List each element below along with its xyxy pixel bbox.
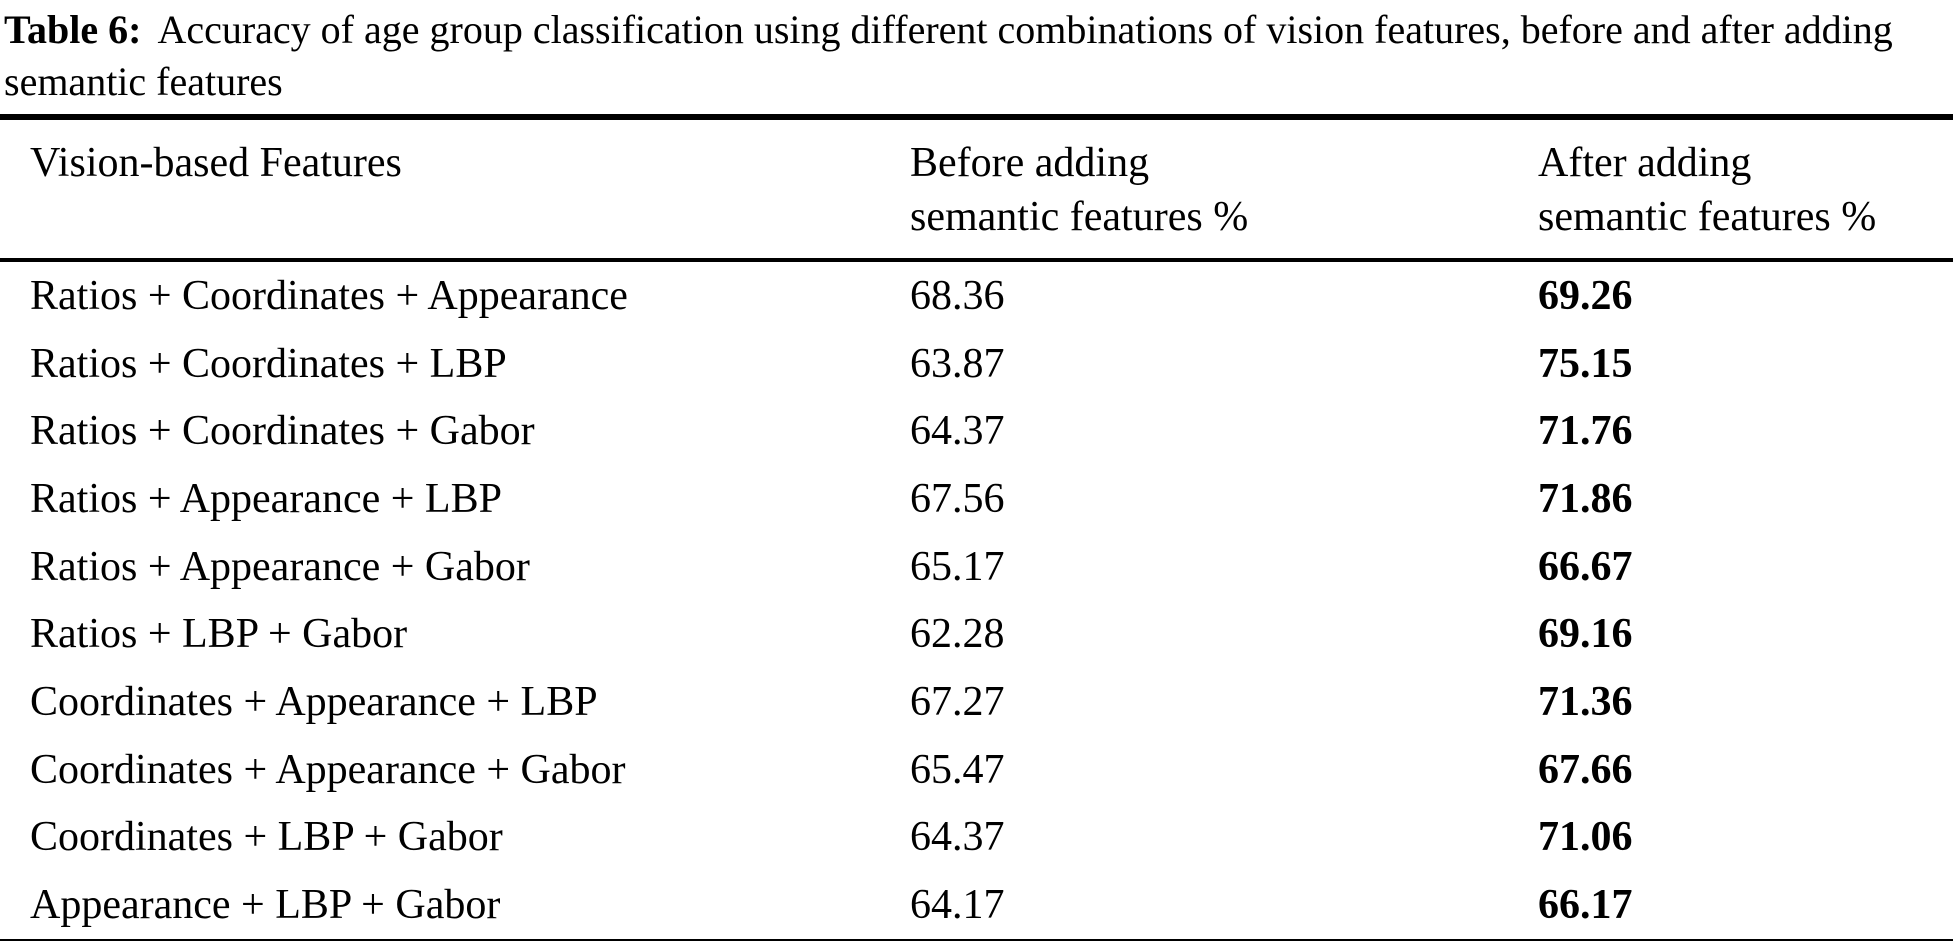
table-row: Ratios + LBP + Gabor 62.28 69.16: [0, 600, 1953, 668]
cell-before: 64.37: [910, 408, 1005, 455]
cell-before: 64.37: [910, 814, 1005, 861]
cell-features: Coordinates + Appearance + LBP: [30, 678, 598, 725]
table-row: Coordinates + Appearance + Gabor 65.47 6…: [0, 736, 1953, 804]
table-header: Vision-based Features Before adding sema…: [0, 117, 1953, 260]
cell-after: 69.16: [1538, 611, 1633, 658]
table-row: Coordinates + LBP + Gabor 64.37 71.06: [0, 804, 1953, 872]
table-row: Ratios + Coordinates + LBP 63.87 75.15: [0, 330, 1953, 398]
cell-before: 67.56: [910, 475, 1005, 522]
table-row: Ratios + Appearance + Gabor 65.17 66.67: [0, 533, 1953, 601]
col-header-after: After adding semantic features %: [1538, 117, 1953, 260]
cell-before: 65.47: [910, 746, 1005, 793]
col-header-before-line2: semantic features %: [910, 194, 1249, 240]
table-row: Ratios + Coordinates + Appearance 68.36 …: [0, 260, 1953, 330]
table-caption-text: Accuracy of age group classification usi…: [4, 7, 1893, 104]
col-header-after-line2: semantic features %: [1538, 194, 1877, 240]
cell-features: Ratios + Appearance + LBP: [30, 475, 502, 522]
cell-features: Ratios + Coordinates + Appearance: [30, 272, 628, 319]
cell-before: 68.36: [910, 272, 1005, 319]
cell-after: 71.36: [1538, 678, 1633, 725]
cell-features: Ratios + Coordinates + Gabor: [30, 408, 535, 455]
cell-features: Ratios + Coordinates + LBP: [30, 340, 507, 387]
table-row: Ratios + Coordinates + Gabor 64.37 71.76: [0, 397, 1953, 465]
table-row: Coordinates + Appearance + LBP 67.27 71.…: [0, 668, 1953, 736]
cell-features: Appearance + LBP + Gabor: [30, 882, 501, 929]
cell-features: Coordinates + LBP + Gabor: [30, 814, 503, 861]
cell-features: Coordinates + Appearance + Gabor: [30, 746, 626, 793]
cell-after: 71.86: [1538, 475, 1633, 522]
col-header-before-line1: Before adding: [910, 140, 1150, 186]
cell-after: 66.17: [1538, 882, 1633, 929]
table-row: Appearance + LBP + Gabor 64.17 66.17: [0, 871, 1953, 941]
col-header-after-line1: After adding: [1538, 140, 1752, 186]
cell-after: 71.06: [1538, 814, 1633, 861]
cell-before: 64.17: [910, 882, 1005, 929]
table-row: Ratios + Appearance + LBP 67.56 71.86: [0, 465, 1953, 533]
cell-features: Ratios + Appearance + Gabor: [30, 543, 530, 590]
cell-after: 69.26: [1538, 272, 1633, 319]
cell-after: 67.66: [1538, 746, 1633, 793]
cell-features: Ratios + LBP + Gabor: [30, 611, 408, 658]
cell-after: 75.15: [1538, 340, 1633, 387]
cell-after: 66.67: [1538, 543, 1633, 590]
col-header-features: Vision-based Features: [0, 117, 910, 260]
cell-before: 65.17: [910, 543, 1005, 590]
cell-before: 67.27: [910, 678, 1005, 725]
table-body: Ratios + Coordinates + Appearance 68.36 …: [0, 260, 1953, 941]
results-table: Vision-based Features Before adding sema…: [0, 114, 1953, 941]
table-caption: Table 6: Accuracy of age group classifica…: [0, 0, 1953, 114]
cell-before: 63.87: [910, 340, 1005, 387]
col-header-before: Before adding semantic features %: [910, 117, 1538, 260]
table-caption-label: Table 6:: [4, 7, 142, 52]
col-header-features-line1: Vision-based Features: [30, 140, 402, 186]
cell-after: 71.76: [1538, 408, 1633, 455]
cell-before: 62.28: [910, 611, 1005, 658]
table-header-row: Vision-based Features Before adding sema…: [0, 117, 1953, 260]
